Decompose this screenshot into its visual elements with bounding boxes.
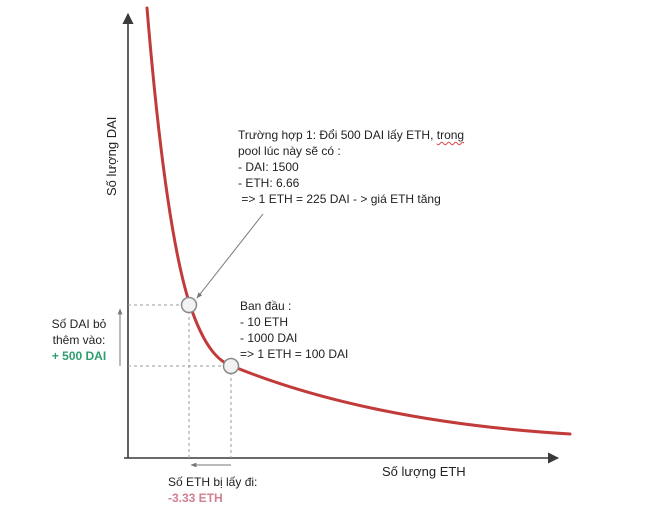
- case1-line2: pool lúc này sẽ có :: [238, 144, 341, 158]
- initial-state-line3: => 1 ETH = 100 DAI: [240, 347, 349, 361]
- initial-state-annotation: Ban đầu : - 10 ETH - 1000 DAI => 1 ETH =…: [240, 298, 348, 362]
- case1-line4: - ETH: 6.66: [238, 176, 300, 190]
- case1-line1: Trường hợp 1: Đổi 500 DAI lấy ETH, trong: [238, 127, 464, 143]
- initial-state-line1: - 10 ETH: [240, 315, 289, 329]
- case1-pointer-arrow: [196, 213, 264, 299]
- dai-added-value: + 500 DAI: [51, 349, 107, 363]
- x-axis-label: Số lượng ETH: [382, 464, 466, 479]
- dai-added-annotation: Số DAI bỏ thêm vào: + 500 DAI: [48, 316, 110, 364]
- case1-line3: - DAI: 1500: [238, 160, 299, 174]
- eth-removed-annotation: Số ETH bị lấy đi: -3.33 ETH: [168, 474, 257, 506]
- point-initial: [222, 357, 240, 375]
- case1-line1-prefix: Trường hợp 1: Đổi 500 DAI lấy ETH,: [238, 128, 437, 142]
- initial-state-title: Ban đầu :: [240, 299, 292, 313]
- case1-line5: => 1 ETH = 225 DAI - > giá ETH tăng: [238, 192, 441, 206]
- dai-added-label-line2: thêm vào:: [52, 333, 106, 347]
- initial-state-line2: - 1000 DAI: [240, 331, 298, 345]
- case1-annotation: Trường hợp 1: Đổi 500 DAI lấy ETH, trong…: [238, 127, 464, 207]
- constant-product-curve: [145, 6, 572, 436]
- case1-line1-flagged-word: trong: [436, 128, 465, 142]
- dai-added-label-line1: Số DAI bỏ: [51, 317, 107, 331]
- eth-removed-value: -3.33 ETH: [168, 491, 223, 505]
- eth-removed-label: Số ETH bị lấy đi:: [168, 475, 258, 489]
- y-axis-label: Số lượng DAI: [104, 116, 119, 196]
- point-after-trade: [180, 296, 198, 314]
